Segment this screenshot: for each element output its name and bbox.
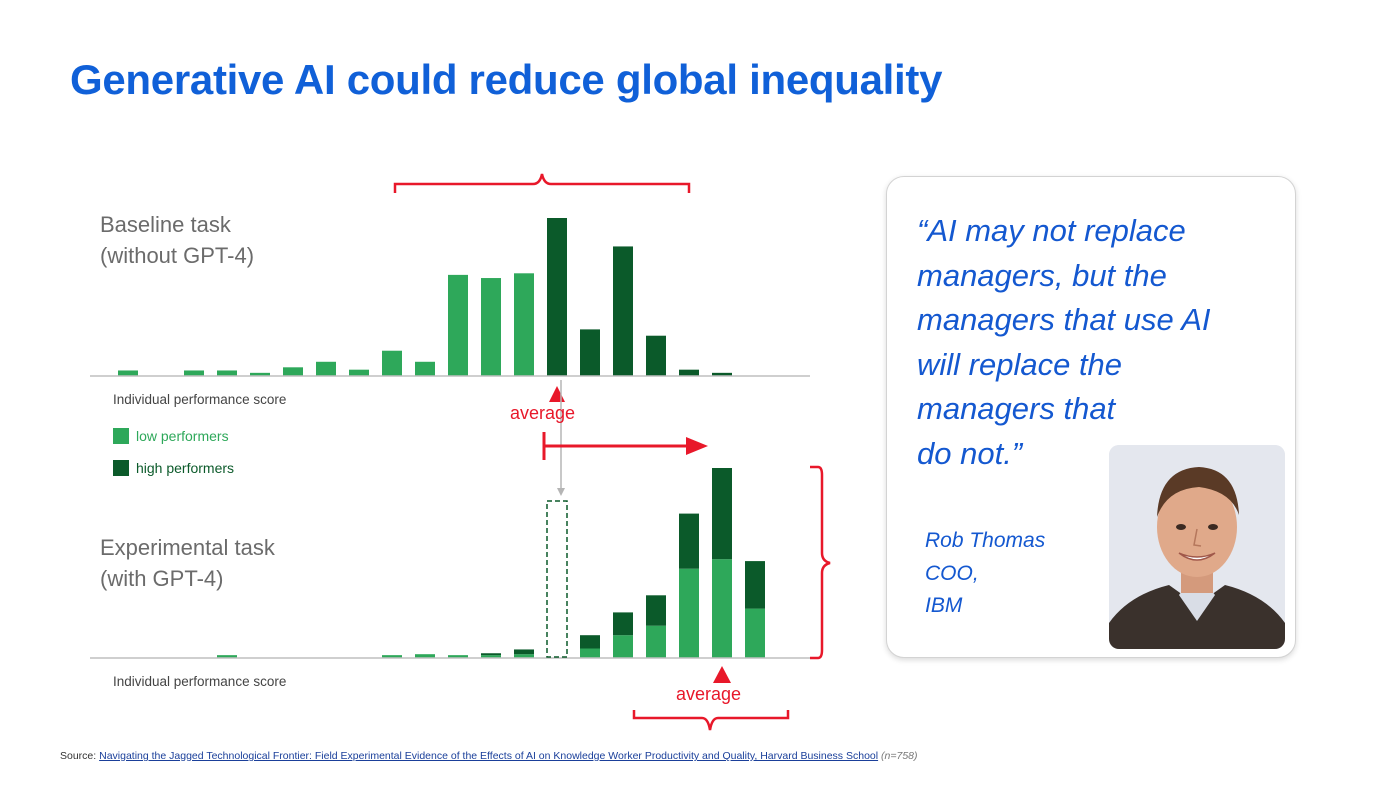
baseline-panel-title: Baseline task (without GPT-4): [100, 209, 254, 271]
experimental-bar-high-bin-19: [712, 468, 732, 560]
sample-size: (n=758): [881, 750, 918, 762]
experimental-title-line-1: Experimental task: [100, 535, 275, 560]
person-portrait-icon: [1109, 445, 1285, 649]
baseline-bar-low-bin-13: [514, 273, 534, 376]
performance-distribution-chart: [90, 173, 831, 731]
baseline-average-marker: [549, 386, 565, 402]
source-link[interactable]: Navigating the Jagged Technological Fron…: [99, 750, 879, 762]
experimental-bar-low-bin-10: [415, 654, 435, 658]
experimental-bar-low-bin-9: [382, 655, 402, 658]
baseline-bar-low-bin-8: [349, 369, 369, 376]
source-prefix: Source:: [60, 750, 97, 762]
experimental-bar-high-bin-17: [646, 595, 666, 626]
experimental-average-marker: [713, 666, 731, 683]
author-name: Rob Thomas: [925, 529, 1046, 552]
slide-title: Generative AI could reduce global inequa…: [70, 56, 943, 103]
experimental-bar-low-bin-15: [580, 648, 600, 658]
legend-low-performers: low performers: [113, 427, 229, 445]
experimental-bar-low-bin-11: [448, 655, 468, 658]
baseline-bar-low-bin-7: [316, 361, 336, 376]
legend-label-low: low performers: [136, 428, 229, 444]
baseline-top-brace: [393, 173, 691, 193]
experimental-bar-low-bin-13: [514, 654, 534, 658]
experimental-bar-high-bin-18: [679, 513, 699, 569]
legend-label-high: high performers: [136, 460, 235, 476]
experimental-bar-low-bin-19: [712, 559, 732, 658]
experimental-bar-low-bin-18: [679, 568, 699, 658]
baseline-bar-high-bin-16: [613, 246, 633, 376]
experimental-panel-title: Experimental task (with GPT-4): [100, 532, 275, 594]
baseline-bar-low-bin-6: [283, 367, 303, 376]
baseline-bar-low-bin-10: [415, 361, 435, 376]
baseline-bar-low-bin-1: [118, 370, 138, 376]
average-connector-arrowhead: [557, 488, 565, 496]
experimental-bar-high-bin-15: [580, 635, 600, 649]
source-citation: Source: Navigating the Jagged Technologi…: [60, 750, 918, 762]
experimental-bar-high-bin-20: [745, 561, 765, 609]
legend-swatch-low: [113, 428, 129, 444]
experimental-bar-high-bin-16: [613, 612, 633, 636]
baseline-bar-low-bin-5: [250, 372, 270, 376]
experimental-right-brace: [810, 465, 831, 660]
legend-swatch-high: [113, 460, 129, 476]
experimental-bar-low-bin-12: [481, 655, 501, 658]
baseline-bar-high-bin-14: [547, 218, 567, 376]
experimental-bar-low-bin-4: [217, 655, 237, 658]
baseline-bar-high-bin-17: [646, 335, 666, 376]
experimental-x-axis-label: Individual performance score: [113, 674, 287, 689]
baseline-average-ghost-bar: [546, 500, 568, 658]
baseline-title-line-2: (without GPT-4): [100, 243, 255, 268]
baseline-bar-low-bin-12: [481, 278, 501, 376]
quote-card: “AI may not replace managers, but the ma…: [886, 176, 1296, 658]
experimental-bottom-brace: [632, 710, 790, 731]
experimental-bar-low-bin-20: [745, 608, 765, 658]
author-org: IBM: [925, 594, 963, 617]
quote-attribution: Rob Thomas COO, IBM: [925, 525, 1045, 623]
experimental-average-label: average: [676, 684, 742, 704]
baseline-bar-low-bin-3: [184, 370, 204, 376]
baseline-bar-high-bin-19: [712, 372, 732, 376]
baseline-bar-low-bin-11: [448, 274, 468, 376]
baseline-bar-high-bin-15: [580, 329, 600, 376]
baseline-average-label: average: [510, 403, 576, 423]
experimental-bar-low-bin-17: [646, 625, 666, 658]
experimental-title-line-2: (with GPT-4): [100, 566, 224, 591]
quote-text: “AI may not replace managers, but the ma…: [917, 213, 1211, 471]
baseline-title-line-1: Baseline task: [100, 212, 231, 237]
experimental-bar-high-bin-12: [481, 653, 501, 656]
author-role: COO,: [925, 561, 979, 585]
baseline-bar-low-bin-4: [217, 370, 237, 376]
experimental-bar-low-bin-16: [613, 635, 633, 658]
baseline-bar-low-bin-9: [382, 350, 402, 376]
legend-high-performers: high performers: [113, 459, 234, 477]
experimental-bar-high-bin-13: [514, 649, 534, 655]
baseline-x-axis-label: Individual performance score: [113, 392, 287, 407]
portrait-illustration: [1109, 445, 1285, 649]
baseline-bar-high-bin-18: [679, 369, 699, 376]
shift-arrow-head: [686, 437, 708, 455]
